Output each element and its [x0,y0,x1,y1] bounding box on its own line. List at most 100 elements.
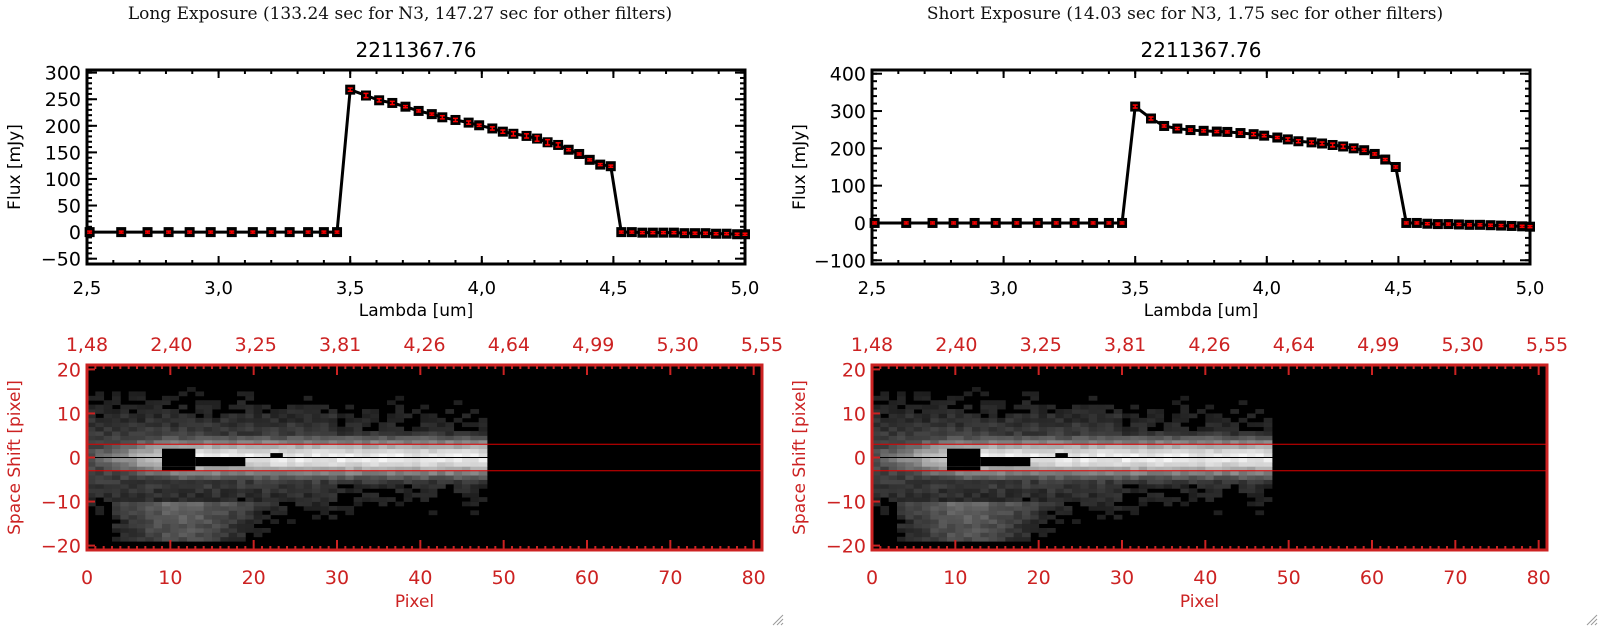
image-pixel [997,536,1006,542]
image-pixel [888,435,898,441]
image-pixel [1205,461,1215,467]
image-pixel [212,470,221,476]
image-pixel [162,413,171,419]
image-pixel [1055,488,1065,494]
image-pixel [1247,413,1256,419]
image-pixel [128,417,138,423]
image-pixel [153,492,163,498]
image-pixel [112,475,121,480]
image-pixel [1155,413,1165,419]
image-pixel [897,426,906,432]
image-pixel [1088,422,1098,428]
image-pixel [905,470,915,476]
image-pixel [153,497,163,502]
image-pixel [1130,510,1140,516]
image-pixel [153,475,163,480]
image-pixel [228,431,238,436]
image-pixel [1022,391,1031,397]
image-pixel [1113,417,1123,423]
image-pixel [95,505,105,511]
image-pixel [1255,475,1265,480]
image-pixel [880,461,890,467]
image-pixel [972,422,981,428]
image-pixel [178,413,188,419]
image-pixel [295,417,305,423]
image-pixel [880,475,890,480]
image-pixel [162,435,171,441]
image-pixel [120,426,130,432]
image-pixel [1205,422,1215,428]
image-pixel [930,497,940,502]
image-pixel [253,492,263,498]
image-pixel [1080,435,1090,441]
image-pixel [478,422,488,428]
image-pixel [930,483,940,489]
image-pixel [1005,466,1015,472]
image-pixel [212,501,221,507]
image-pixel [1263,497,1273,502]
image-pixel [1222,475,1231,480]
image-pixel [955,492,965,498]
image-pixel [203,510,213,516]
image-pixel [145,435,155,441]
y-tick-label: −10 [826,492,866,514]
image-pixel [112,501,121,507]
image-pixel [1088,457,1098,463]
image-pixel [930,488,940,494]
image-pixel [262,527,271,533]
image-pixel [437,444,446,450]
image-pixel [145,505,155,511]
image-pixel [337,475,346,480]
image-pixel [328,439,338,445]
image-pixel [997,519,1006,524]
image-pixel [278,475,288,480]
image-pixel [1072,479,1081,485]
image-pixel [1197,492,1206,498]
image-pixel [997,417,1006,423]
resize-grip-icon[interactable] [770,612,784,626]
image-pixel [872,466,881,472]
image-pixel [170,532,180,538]
image-pixel [1088,439,1098,445]
x-tick-label: 4,0 [467,278,496,299]
image-pixel [1197,466,1206,472]
image-pixel [963,488,973,494]
image-pixel [112,426,121,432]
image-pixel [253,470,263,476]
image-pixel [905,404,915,410]
image-pixel [922,444,931,450]
image-pixel [320,431,330,436]
image-pixel [963,426,973,432]
image-pixel [1197,475,1206,480]
image-pixel [220,527,230,533]
x-tick-label: 20 [242,567,266,589]
image-pixel [203,466,213,472]
image-pixel [437,470,446,476]
image-pixel [170,413,180,419]
image-pixel [253,409,263,414]
resize-grip-icon[interactable] [1584,612,1598,626]
image-pixel [453,470,463,476]
image-pixel [913,404,923,410]
image-pixel [228,497,238,502]
image-pixel [888,457,898,463]
image-pixel [262,479,271,485]
image-pixel [872,413,881,419]
image-pixel [328,409,338,414]
image-pixel [1005,444,1015,450]
image-pixel [913,422,923,428]
image-pixel [1247,431,1256,436]
image-pixel [913,527,923,533]
image-pixel [1005,497,1015,502]
image-pixel [170,523,180,529]
image-pixel [128,492,138,498]
image-pixel [87,422,96,428]
image-pixel [95,453,105,458]
image-pixel [1055,413,1065,419]
image-pixel [913,444,923,450]
image-pixel [120,483,130,489]
image-pixel [1238,483,1248,489]
image-pixel [195,532,205,538]
image-pixel [1047,514,1056,520]
image-pixel [972,483,981,489]
